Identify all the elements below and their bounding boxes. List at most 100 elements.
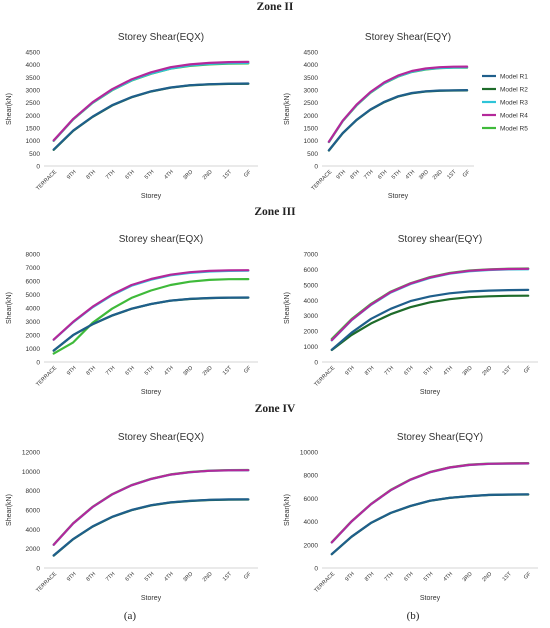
x-tick-label: 7TH: [384, 571, 396, 583]
x-tick-label: 1ST: [502, 365, 514, 377]
series-line: [52, 269, 250, 341]
y-tick-label: 3500: [304, 75, 319, 82]
y-tick-label: 0: [36, 164, 40, 171]
legend-entry: Model R4: [500, 113, 528, 120]
y-tick-label: 0: [314, 164, 318, 171]
x-tick-label: GF: [243, 365, 253, 375]
y-axis-label: Shear(kN): [6, 93, 13, 125]
y-tick-label: 5000: [26, 292, 41, 299]
y-tick-label: 4000: [26, 527, 41, 534]
x-tick-label: GF: [523, 571, 533, 581]
series-line: [52, 61, 250, 142]
zone-title-iii: Zone III: [254, 206, 296, 218]
x-tick-label: 8TH: [349, 169, 361, 181]
chart-title: Storey shear(EQY): [398, 234, 482, 245]
series-line: [330, 267, 530, 342]
x-tick-label: 3RD: [182, 571, 194, 583]
chart-title: Storey Shear(EQX): [118, 432, 204, 443]
y-tick-label: 12000: [22, 450, 40, 457]
chart-title: Storey Shear(EQX): [118, 32, 204, 43]
x-tick-label: 5TH: [423, 365, 435, 377]
x-tick-label: TERRACE: [35, 169, 58, 192]
x-tick-label: 8TH: [85, 169, 97, 181]
chart-zone3-eqy: Storey shear(EQY) 0 1000 2000 3000 4000 5000 60…: [284, 234, 538, 396]
series-line: [330, 288, 530, 351]
y-tick-label: 8000: [304, 473, 319, 480]
x-tick-label: 2ND: [202, 571, 214, 583]
y-tick-label: 5000: [304, 282, 319, 289]
x-tick-label: 8TH: [85, 571, 97, 583]
series-line: [52, 296, 250, 352]
series-line: [327, 65, 469, 143]
x-tick-label: 4TH: [163, 571, 175, 583]
x-tick-label: TERRACE: [310, 169, 333, 192]
x-axis-label: Storey: [388, 193, 409, 200]
x-tick-label: 1ST: [222, 169, 234, 181]
y-tick-label: 3000: [26, 88, 41, 95]
legend-entry: Model R5: [500, 126, 528, 133]
x-tick-label: 1ST: [446, 169, 458, 181]
y-tick-label: 4000: [26, 306, 41, 313]
x-tick-label: 5TH: [144, 365, 156, 377]
chart-title: Storey Shear(EQY): [365, 32, 451, 43]
x-tick-label: 3RD: [182, 365, 194, 377]
y-tick-label: 0: [314, 360, 318, 367]
x-tick-label: 2ND: [202, 169, 214, 181]
x-tick-label: 1ST: [222, 365, 234, 377]
zone-title-iv: Zone IV: [254, 403, 296, 415]
y-tick-label: 1000: [304, 138, 319, 145]
y-tick-label: 2000: [26, 546, 41, 553]
y-axis-label: Shear(kN): [6, 494, 13, 526]
series-line: [330, 493, 530, 556]
x-tick-label: 9TH: [344, 365, 356, 377]
x-tick-label: 8TH: [85, 365, 97, 377]
x-tick-label: 6TH: [403, 365, 415, 377]
x-axis-label: Storey: [141, 595, 162, 602]
series-line: [52, 82, 250, 151]
y-tick-label: 3000: [304, 88, 319, 95]
x-tick-label: 7TH: [384, 365, 396, 377]
series-line: [52, 277, 250, 355]
series-line: [52, 62, 250, 142]
x-axis-label: Storey: [420, 389, 441, 396]
y-tick-label: 2000: [304, 542, 319, 549]
y-tick-label: 500: [29, 151, 40, 158]
x-tick-label: GF: [243, 169, 253, 179]
series-line: [52, 60, 250, 142]
series-line: [327, 89, 469, 152]
x-tick-label: 9TH: [66, 169, 78, 181]
chart-zone2-eqx: Storey Shear(EQX) 0 500 1000 1500 2000 2500 300…: [6, 32, 258, 200]
x-tick-label: 9TH: [66, 365, 78, 377]
y-tick-label: 7000: [26, 265, 41, 272]
x-tick-label: 9TH: [336, 169, 348, 181]
x-tick-label: 6TH: [124, 365, 136, 377]
x-axis-label: Storey: [141, 389, 162, 396]
y-tick-label: 1500: [26, 126, 41, 133]
x-tick-label: 5TH: [144, 571, 156, 583]
y-tick-label: 4500: [304, 50, 319, 57]
y-axis-label: Shear(kN): [284, 292, 291, 324]
x-tick-label: 7TH: [105, 365, 117, 377]
x-tick-label: 3RD: [182, 169, 194, 181]
y-tick-label: 0: [36, 360, 40, 367]
series-line: [327, 88, 469, 152]
x-tick-label: 7TH: [363, 169, 375, 181]
series-line: [330, 493, 530, 556]
x-tick-label: GF: [462, 169, 472, 179]
y-tick-label: 4000: [304, 62, 319, 69]
y-tick-label: 3000: [26, 319, 41, 326]
x-tick-label: GF: [243, 571, 253, 581]
y-tick-label: 3500: [26, 75, 41, 82]
y-tick-label: 8000: [26, 252, 41, 259]
x-tick-label: 3RD: [418, 169, 430, 181]
chart-title: Storey Shear(EQY): [397, 432, 483, 443]
y-tick-label: 1000: [26, 138, 41, 145]
y-tick-label: 2000: [26, 333, 41, 340]
y-tick-label: 6000: [26, 508, 41, 515]
y-tick-label: 4000: [26, 62, 41, 69]
series-line: [327, 66, 469, 144]
x-axis-label: Storey: [420, 595, 441, 602]
legend-entry: Model R3: [500, 100, 528, 107]
y-tick-label: 1000: [304, 344, 319, 351]
legend-entry: Model R2: [500, 87, 528, 94]
